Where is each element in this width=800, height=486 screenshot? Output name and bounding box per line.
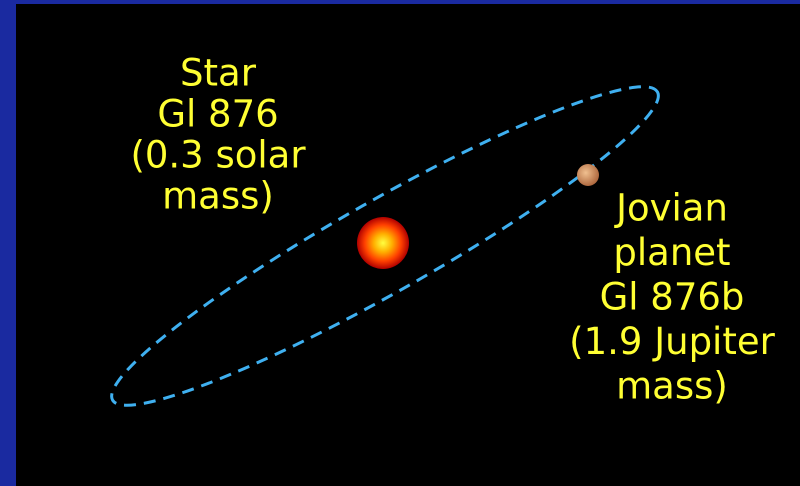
star bbox=[357, 217, 409, 269]
label-line: Gl 876 bbox=[157, 93, 278, 136]
label-line: Jovian bbox=[614, 187, 728, 230]
left-border bbox=[0, 0, 16, 486]
label-line: mass) bbox=[162, 175, 274, 218]
label-line: Gl 876b bbox=[600, 276, 745, 319]
slide: StarGl 876(0.3 solarmass) JovianplanetGl… bbox=[0, 0, 800, 486]
label-line: (1.9 Jupiter bbox=[569, 320, 775, 363]
top-border bbox=[0, 0, 800, 4]
page: StarGl 876(0.3 solarmass) JovianplanetGl… bbox=[0, 0, 800, 486]
label-line: mass) bbox=[616, 365, 728, 408]
label-line: (0.3 solar bbox=[130, 134, 306, 177]
planet bbox=[577, 164, 599, 186]
label-line: planet bbox=[613, 231, 730, 274]
label-line: Star bbox=[180, 52, 257, 95]
